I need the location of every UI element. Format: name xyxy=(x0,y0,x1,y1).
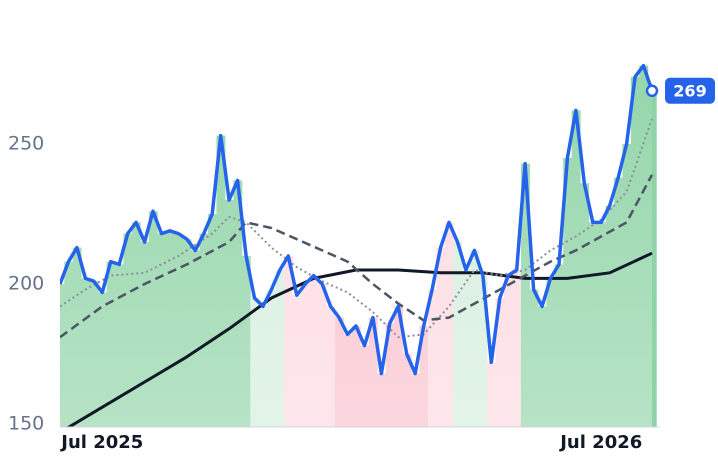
zone-bar xyxy=(647,90,657,427)
zones xyxy=(60,0,657,427)
x-tick-label: Jul 2025 xyxy=(59,432,143,453)
y-tick-label: 250 xyxy=(8,133,44,155)
series-line xyxy=(60,174,654,339)
last-point xyxy=(645,84,659,98)
axes: 150 200 250 Jul 2025 Jul 2026 269 xyxy=(8,77,715,453)
y-tick-label: 200 xyxy=(8,273,44,295)
series-line xyxy=(60,63,654,376)
value-badge-label: 269 xyxy=(673,81,706,100)
y-tick-label: 150 xyxy=(8,413,44,435)
x-tick-label: Jul 2026 xyxy=(558,432,642,453)
fade-overlay xyxy=(60,0,652,427)
value-badge xyxy=(665,77,715,104)
lines xyxy=(60,63,654,427)
